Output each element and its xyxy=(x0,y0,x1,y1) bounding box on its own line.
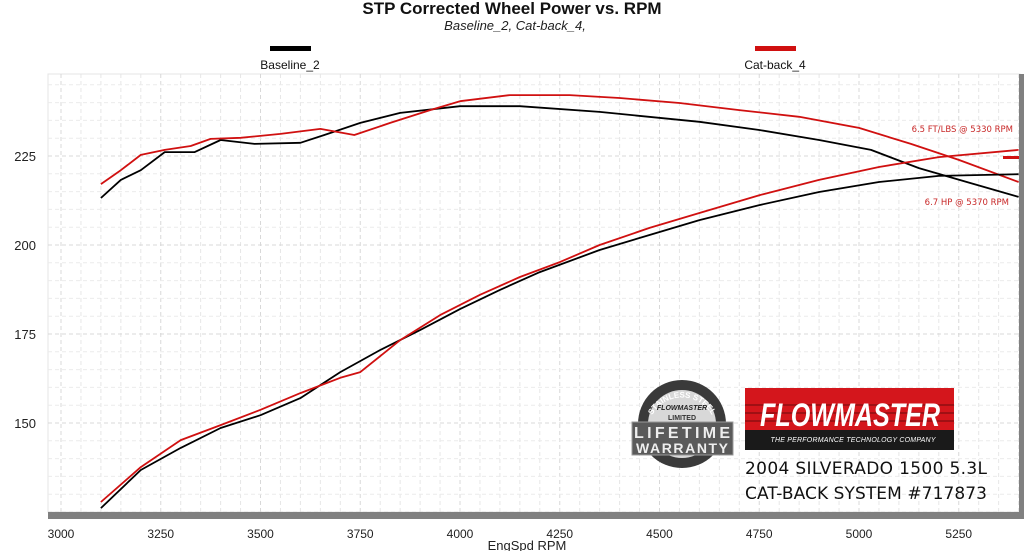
caption-line1: 2004 SILVERADO 1500 5.3L xyxy=(745,459,988,479)
annotation-torque: 6.5 FT/LBS @ 5330 RPM xyxy=(912,125,1013,135)
legend-swatch-catback xyxy=(755,46,796,51)
caption-line2: CAT-BACK SYSTEM #717873 xyxy=(745,484,987,504)
series-line-cat-back-4-torque xyxy=(100,94,1019,185)
x-tick-label: 3500 xyxy=(247,527,274,541)
legend-label-catback: Cat-back_4 xyxy=(744,58,806,72)
y-tick-label: 200 xyxy=(14,238,36,253)
chart-title: STP Corrected Wheel Power vs. RPM xyxy=(362,0,661,18)
series-lines xyxy=(100,94,1019,509)
chart-subtitle: Baseline_2, Cat-back_4, xyxy=(444,18,586,33)
x-tick-label: 5250 xyxy=(945,527,972,541)
x-tick-label: 3750 xyxy=(347,527,374,541)
x-tick-label: 3250 xyxy=(147,527,174,541)
x-axis: 3000 3250 3500 3750 4000 4250 4500 4750 5000 5250 xyxy=(48,527,973,541)
y-tick-label: 225 xyxy=(14,149,36,164)
marker-torque-diff xyxy=(1003,156,1019,159)
annotation-hp: 6.7 HP @ 5370 RPM xyxy=(925,198,1009,208)
badge-line2: LIFETIME xyxy=(634,425,730,442)
grid xyxy=(48,74,1020,513)
x-axis-label: EngSpd RPM xyxy=(488,538,567,551)
series-line-cat-back-4-hp xyxy=(100,149,1019,503)
x-tick-label: 5000 xyxy=(846,527,873,541)
right-axis-bar xyxy=(1019,74,1024,519)
warranty-badge: STAINLESS STEEL FLOWMASTER LIMITED LIFET… xyxy=(631,380,734,468)
x-tick-label: 4000 xyxy=(447,527,474,541)
badge-brand: FLOWMASTER xyxy=(657,405,707,412)
badge-line3: WARRANTY xyxy=(636,440,729,456)
logo-tagline: THE PERFORMANCE TECHNOLOGY COMPANY xyxy=(771,437,937,444)
y-tick-label: 150 xyxy=(14,416,36,431)
logo-stripe xyxy=(745,420,954,422)
logo-stripe xyxy=(745,404,954,406)
x-axis-bar xyxy=(48,512,1024,519)
series-line-baseline-2-hp xyxy=(100,173,1019,509)
badge-line1: LIMITED xyxy=(668,415,696,422)
legend-label-baseline: Baseline_2 xyxy=(260,58,320,72)
logo-red xyxy=(745,388,954,430)
logo-name: FLOWMASTER xyxy=(760,397,940,433)
x-tick-label: 4750 xyxy=(746,527,773,541)
flowmaster-logo: FLOWMASTER THE PERFORMANCE TECHNOLOGY CO… xyxy=(745,388,954,450)
y-tick-label: 175 xyxy=(14,327,36,342)
x-tick-label: 3000 xyxy=(48,527,75,541)
x-tick-label: 4500 xyxy=(646,527,673,541)
logo-stripe xyxy=(745,412,954,414)
x-tick-label: 4250 xyxy=(546,527,573,541)
y-axis: 150 175 200 225 xyxy=(14,149,36,431)
legend-swatch-baseline xyxy=(270,46,311,51)
badge-banner xyxy=(631,421,734,456)
legend: Baseline_2 Cat-back_4 xyxy=(260,46,806,72)
series-line-baseline-2-torque xyxy=(100,105,1019,199)
